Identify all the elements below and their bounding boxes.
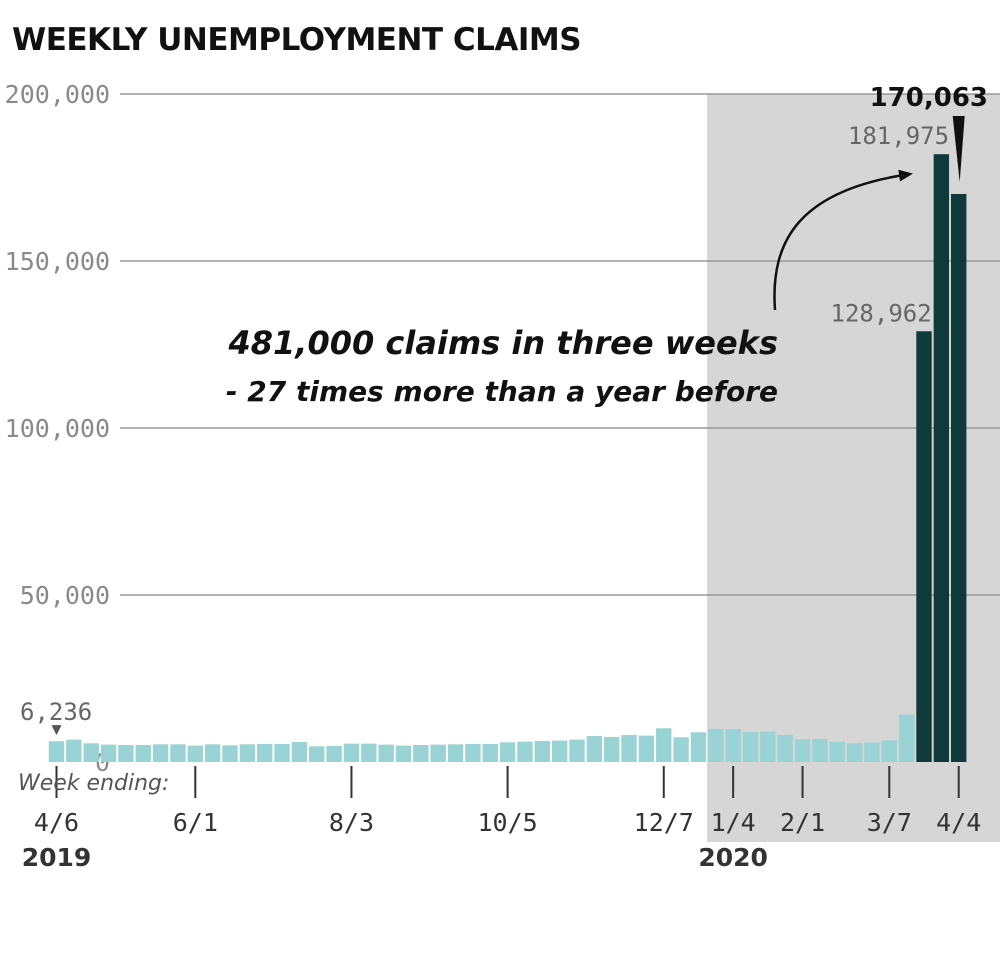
bar — [413, 744, 429, 762]
bar — [395, 745, 412, 762]
bar — [846, 743, 863, 762]
bar — [187, 745, 203, 762]
annotation-line1: 481,000 claims in three weeks — [227, 324, 778, 362]
y-tick-label: 100,000 — [5, 414, 110, 443]
bar — [604, 736, 620, 762]
data-label: 6,236 — [20, 698, 92, 726]
bar — [777, 734, 793, 762]
bar — [881, 740, 897, 762]
bar — [517, 741, 533, 762]
x-tick-label: 2/1 — [780, 808, 825, 837]
bar — [170, 744, 186, 762]
bar — [534, 740, 550, 762]
bar — [551, 740, 568, 762]
bar — [309, 746, 325, 762]
annotation-line2: - 27 times more than a year before — [226, 375, 778, 408]
bar — [274, 743, 290, 762]
bar — [933, 154, 950, 763]
x-tick-label: 10/5 — [477, 808, 537, 837]
year-label: 2019 — [22, 843, 92, 872]
annotation: 481,000 claims in three weeks - 27 times… — [226, 169, 913, 408]
bar — [812, 738, 828, 762]
bars — [48, 154, 967, 763]
y-tick-label: 200,000 — [5, 80, 110, 109]
bar — [898, 714, 915, 762]
bar — [343, 743, 360, 762]
x-axis-ticks: 4/6 6/1 8/3 10/5 12/7 1/4 2/1 3/7 4/4 2019 2020 — [22, 766, 981, 872]
data-label: 170,063 — [870, 83, 988, 113]
y-tick-label: 50,000 — [20, 581, 110, 610]
bar — [135, 744, 151, 762]
data-label: 181,975 — [848, 122, 949, 150]
chart-title: WEEKLY UNEMPLOYMENT CLAIMS — [12, 22, 581, 58]
bar — [725, 729, 741, 762]
bar — [100, 744, 117, 762]
bar — [465, 743, 481, 762]
bar — [916, 331, 932, 762]
annotation-arrow — [773, 169, 913, 311]
gridlines — [120, 93, 1000, 596]
bar — [499, 742, 516, 762]
bar — [829, 741, 845, 762]
bar — [482, 743, 498, 762]
bar — [361, 743, 377, 762]
bar — [864, 742, 880, 762]
bar — [708, 728, 724, 762]
bar — [794, 739, 811, 762]
bar — [378, 744, 394, 762]
bar — [447, 744, 464, 762]
x-tick-label: 1/4 — [711, 808, 756, 837]
data-label: 128,962 — [831, 299, 932, 327]
bar — [239, 744, 256, 762]
bar — [586, 735, 603, 762]
data-label-marker — [51, 725, 62, 736]
bar — [569, 739, 585, 762]
bar — [760, 731, 776, 762]
x-tick-label: 4/4 — [936, 808, 981, 837]
data-label-pointer — [952, 116, 965, 182]
data-labels: 6,236 128,962 181,975 170,063 — [20, 83, 988, 736]
bar — [742, 731, 759, 762]
year-label: 2020 — [698, 843, 768, 872]
bar — [118, 744, 134, 762]
x-tick-label: 12/7 — [634, 808, 694, 837]
bar — [430, 744, 446, 762]
bar — [638, 735, 655, 762]
bar — [291, 741, 308, 762]
bar — [204, 744, 221, 762]
bar — [673, 737, 689, 762]
x-axis-label: Week ending: — [18, 771, 169, 796]
bar — [257, 743, 273, 762]
y-tick-label: 150,000 — [5, 247, 110, 276]
bar — [951, 193, 967, 763]
bar — [326, 745, 342, 762]
x-tick-label: 3/7 — [867, 808, 912, 837]
bar — [690, 732, 707, 762]
bar — [152, 744, 169, 762]
bar — [621, 734, 637, 762]
bar — [66, 739, 82, 762]
bar — [222, 745, 238, 762]
bar — [83, 743, 99, 762]
bar — [48, 741, 65, 762]
x-tick-label: 4/6 — [34, 808, 79, 837]
x-tick-label: 8/3 — [329, 808, 374, 837]
bar — [656, 728, 672, 762]
x-tick-label: 6/1 — [173, 808, 218, 837]
